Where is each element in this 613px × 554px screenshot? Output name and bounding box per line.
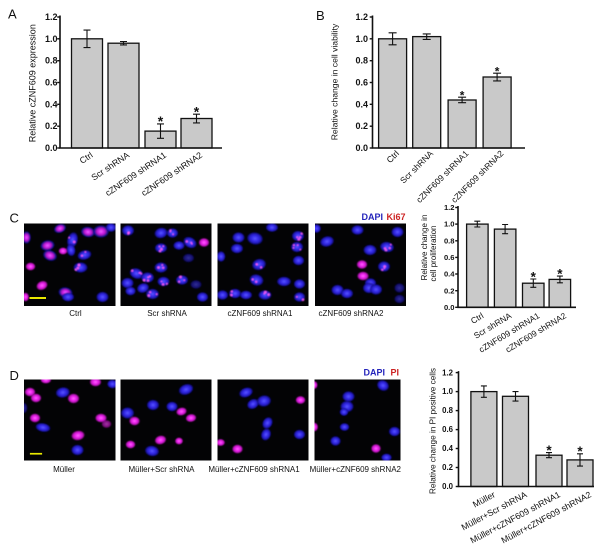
svg-text:A: A (8, 7, 17, 22)
svg-text:0.4: 0.4 (444, 270, 455, 279)
svg-text:1.2: 1.2 (444, 203, 455, 212)
svg-text:0.4: 0.4 (355, 99, 368, 109)
svg-text:*: * (577, 444, 583, 459)
svg-text:0.8: 0.8 (45, 56, 58, 66)
svg-text:Ki67: Ki67 (387, 212, 406, 222)
svg-text:0.0: 0.0 (444, 303, 455, 312)
svg-text:cZNF609 shRNA1: cZNF609 shRNA1 (228, 309, 293, 318)
svg-text:0.0: 0.0 (355, 143, 368, 153)
svg-text:Müller+cZNF609 shRNA2: Müller+cZNF609 shRNA2 (310, 465, 402, 474)
svg-text:*: * (158, 113, 164, 129)
svg-text:*: * (557, 266, 563, 281)
svg-text:1.2: 1.2 (45, 12, 58, 22)
svg-text:0.8: 0.8 (444, 236, 455, 245)
svg-text:0.6: 0.6 (355, 78, 368, 88)
svg-text:1.2: 1.2 (442, 368, 454, 377)
svg-text:0.0: 0.0 (45, 143, 58, 153)
svg-text:B: B (316, 8, 325, 23)
svg-text:*: * (531, 269, 537, 284)
svg-text:0.2: 0.2 (442, 463, 454, 472)
svg-text:*: * (495, 65, 500, 79)
svg-text:1.2: 1.2 (355, 12, 368, 22)
svg-text:Ctrl: Ctrl (69, 309, 82, 318)
svg-text:Scr shRNA: Scr shRNA (147, 309, 187, 318)
svg-text:0.8: 0.8 (442, 406, 454, 415)
svg-text:*: * (194, 104, 200, 120)
svg-text:1.0: 1.0 (355, 34, 368, 44)
svg-text:0.2: 0.2 (45, 121, 58, 131)
svg-text:0.6: 0.6 (444, 253, 455, 262)
svg-text:0.4: 0.4 (442, 444, 454, 453)
svg-text:Müller+cZNF609 shRNA1: Müller+cZNF609 shRNA1 (208, 465, 300, 474)
svg-text:Relative change in cell viabil: Relative change in cell viability (330, 23, 340, 140)
svg-text:0.6: 0.6 (45, 78, 58, 88)
svg-text:1.0: 1.0 (444, 220, 455, 229)
svg-text:Relative change in: Relative change in (420, 215, 429, 281)
svg-text:DAPI: DAPI (363, 368, 385, 378)
svg-text:Relative cZNF609 expression: Relative cZNF609 expression (28, 24, 38, 142)
svg-text:0.8: 0.8 (355, 56, 368, 66)
svg-text:C: C (10, 211, 19, 226)
svg-text:D: D (10, 368, 19, 383)
svg-text:1.0: 1.0 (45, 34, 58, 44)
svg-text:PI: PI (391, 368, 400, 378)
svg-text:0.2: 0.2 (355, 121, 368, 131)
svg-text:0.4: 0.4 (45, 99, 58, 109)
svg-text:*: * (460, 89, 465, 103)
svg-text:0.2: 0.2 (444, 286, 455, 295)
svg-text:DAPI: DAPI (361, 212, 383, 222)
svg-text:Relative change in PI positive: Relative change in PI positive cells (429, 368, 438, 494)
svg-text:0.0: 0.0 (442, 482, 454, 491)
svg-text:cell proliferation: cell proliferation (429, 225, 438, 281)
svg-text:1.0: 1.0 (442, 387, 454, 396)
svg-text:0.6: 0.6 (442, 425, 454, 434)
svg-text:*: * (546, 443, 552, 458)
svg-text:Müller+Scr shRNA: Müller+Scr shRNA (128, 465, 195, 474)
svg-text:cZNF609 shRNA2: cZNF609 shRNA2 (319, 309, 384, 318)
svg-text:Müller: Müller (53, 465, 75, 474)
